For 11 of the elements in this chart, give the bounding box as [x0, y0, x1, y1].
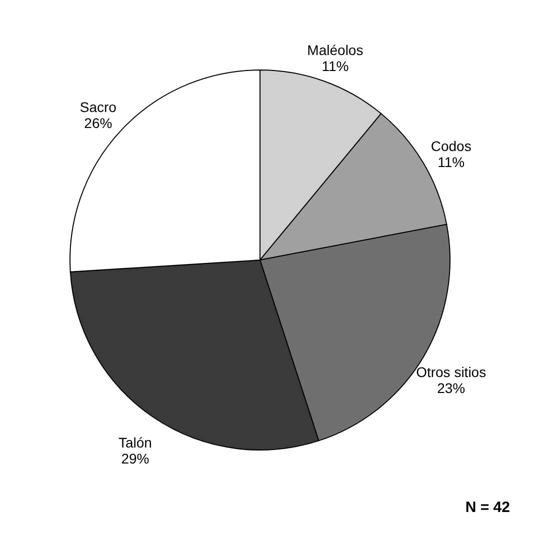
slice-label: Codos	[430, 138, 472, 154]
data-label: 29%	[121, 450, 150, 467]
slice-label: Otros sitios	[416, 364, 486, 380]
text: N = 42	[465, 499, 510, 516]
data-label: 23%	[437, 380, 466, 396]
slice-label: Talón	[118, 434, 152, 451]
data-label: 11%	[438, 154, 465, 170]
slice-label: Sacro	[80, 99, 117, 116]
data-label: 11%	[322, 58, 349, 74]
slice-label: Maléolos	[307, 42, 364, 58]
data-label: 26%	[84, 115, 112, 132]
